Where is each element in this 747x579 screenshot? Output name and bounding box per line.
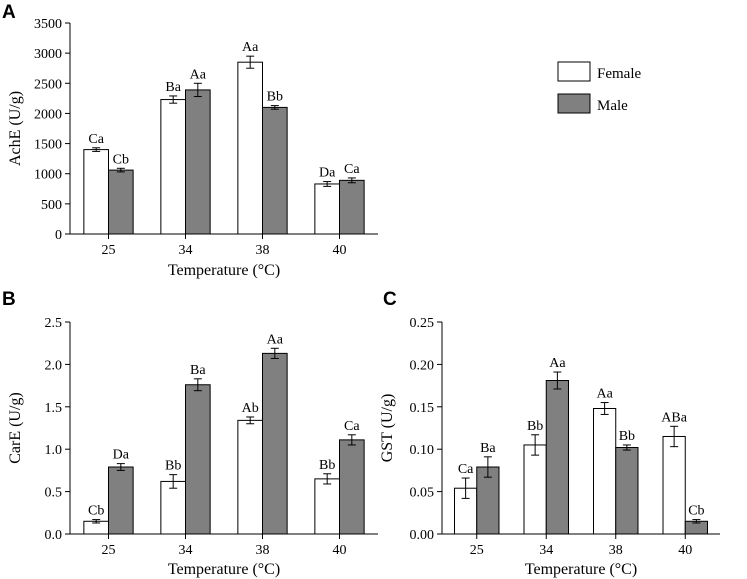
chart-a-xtick-label: 38 (256, 243, 270, 258)
chart-a-bar-male-34 (185, 89, 211, 235)
legend: Female Male (557, 61, 641, 114)
chart-a-sig-label-male-38: Bb (267, 90, 283, 105)
chart-a-ytick-label: 2000 (34, 107, 62, 122)
chart-a-ytick-label: 2500 (34, 77, 62, 92)
chart-a-ytick-label: 1000 (34, 168, 62, 183)
chart-c-ytick-label: 0.25 (410, 316, 435, 331)
chart-c-sig-label-female-40: ABa (661, 410, 687, 425)
chart-a-ytick-label: 500 (41, 198, 62, 213)
chart-a-sig-label-male-34: Aa (190, 67, 207, 82)
chart-c-ytick-label: 0.00 (410, 528, 435, 543)
chart-c-sig-label-male-40: Cb (688, 504, 704, 519)
chart-a-ytick-label: 0 (55, 228, 62, 243)
chart-b-xtick-label: 25 (102, 543, 116, 558)
chart-a-ytick-label: 3500 (34, 17, 62, 32)
chart-c-xtick-label: 25 (470, 543, 484, 558)
chart-b-xtick-label: 34 (179, 543, 193, 558)
chart-b-sig-label-male-25: Da (113, 448, 130, 463)
chart-c-sig-label-male-34: Aa (549, 356, 566, 371)
chart-a-bar-female-40 (314, 183, 340, 235)
chart-b-ytick-label: 0.0 (45, 528, 63, 543)
chart-a-xlabel: Temperature (°C) (168, 262, 280, 279)
chart-c-sig-label-female-34: Bb (527, 419, 543, 434)
chart-c-sig-label-male-38: Bb (619, 429, 635, 444)
chart-b-bar-male-25 (108, 466, 134, 535)
chart-a-sig-label-female-40: Da (319, 166, 336, 181)
chart-c-xlabel: Temperature (°C) (525, 561, 637, 578)
chart-c-ytick-label: 0.05 (410, 486, 435, 501)
chart-c-ytick-label: 0.20 (410, 358, 435, 373)
legend-label-female: Female (597, 66, 641, 82)
chart-c-sig-label-female-38: Aa (596, 387, 613, 402)
chart-c-xtick-label: 38 (609, 543, 623, 558)
chart-c-xtick-label: 40 (678, 543, 692, 558)
chart-b-bar-female-34 (160, 480, 186, 535)
chart-c-bar-male-34 (545, 380, 569, 535)
chart-a: A 0 500 1000 1500 2000 2500 3000 3500 AchE (U/g) T… (2, 2, 378, 279)
chart-c: C 0.00 0.05 0.10 0.15 0.20 0.25 GST (U/g) Temper… (379, 289, 720, 578)
chart-c-bar-male-38 (615, 447, 639, 535)
chart-c-panel-letter: C (383, 289, 397, 310)
chart-a-bar-male-40 (339, 179, 365, 235)
chart-a-bar-male-38 (262, 106, 288, 235)
chart-c-bar-female-40 (662, 435, 686, 535)
chart-a-sig-label-female-25: Ca (88, 132, 104, 147)
chart-c-bar-female-38 (593, 407, 617, 535)
chart-b-sig-label-female-38: Ab (242, 401, 259, 416)
chart-c-xtick-label: 34 (539, 543, 553, 558)
chart-a-bar-male-25 (108, 169, 134, 235)
chart-b-xtick-label: 38 (256, 543, 270, 558)
chart-b-panel-letter: B (2, 289, 16, 310)
chart-a-sig-label-male-40: Ca (344, 162, 360, 177)
chart-a-ylabel: AchE (U/g) (7, 91, 24, 166)
chart-a-xtick-label: 25 (102, 243, 116, 258)
chart-c-sig-label-male-25: Ba (480, 441, 496, 456)
chart-a-panel-letter: A (2, 2, 16, 23)
chart-a-xtick-label: 34 (179, 243, 193, 258)
chart-a-bar-female-38 (237, 61, 263, 235)
chart-a-ytick-label: 1500 (34, 138, 62, 153)
chart-b-ytick-label: 2.0 (45, 358, 63, 373)
chart-b-ytick-label: 1.5 (45, 401, 63, 416)
chart-b-sig-label-male-34: Ba (190, 363, 206, 378)
legend-swatch-female (557, 61, 591, 82)
chart-b-sig-label-female-34: Bb (165, 459, 181, 474)
chart-b-sig-label-female-40: Bb (319, 458, 335, 473)
chart-b-bar-female-40 (314, 478, 340, 535)
chart-b-sig-label-male-40: Ca (344, 419, 360, 434)
chart-a-ytick-label: 3000 (34, 47, 62, 62)
chart-a-bar-female-25 (83, 149, 109, 235)
chart-c-bar-female-34 (523, 444, 547, 535)
chart-b-ylabel: CarE (U/g) (7, 392, 24, 464)
chart-a-bar-female-34 (160, 99, 186, 235)
chart-c-ylabel: GST (U/g) (379, 394, 396, 463)
chart-b-bar-female-38 (237, 419, 263, 535)
chart-a-sig-label-female-34: Ba (165, 80, 181, 95)
chart-b-ytick-label: 1.0 (45, 443, 63, 458)
chart-c-ytick-label: 0.10 (410, 443, 435, 458)
chart-b-sig-label-male-38: Aa (267, 332, 284, 347)
chart-b-sig-label-female-25: Cb (88, 504, 104, 519)
chart-b: B 0.0 0.5 1.0 1.5 2.0 2.5 CarE (U/g) Temperature… (2, 289, 378, 578)
chart-b-bar-male-38 (262, 352, 288, 535)
chart-b-bar-male-34 (185, 384, 211, 535)
chart-a-sig-label-female-38: Aa (242, 40, 259, 55)
chart-b-xlabel: Temperature (°C) (168, 561, 280, 578)
legend-label-male: Male (597, 98, 628, 114)
chart-b-xtick-label: 40 (333, 543, 347, 558)
chart-b-ytick-label: 2.5 (45, 316, 63, 331)
chart-a-sig-label-male-25: Cb (113, 152, 129, 167)
chart-c-ytick-label: 0.15 (410, 401, 435, 416)
legend-swatch-male (557, 93, 591, 114)
chart-c-sig-label-female-25: Ca (458, 462, 474, 477)
chart-b-ytick-label: 0.5 (45, 486, 63, 501)
chart-b-bar-male-40 (339, 439, 365, 535)
chart-a-xtick-label: 40 (333, 243, 347, 258)
